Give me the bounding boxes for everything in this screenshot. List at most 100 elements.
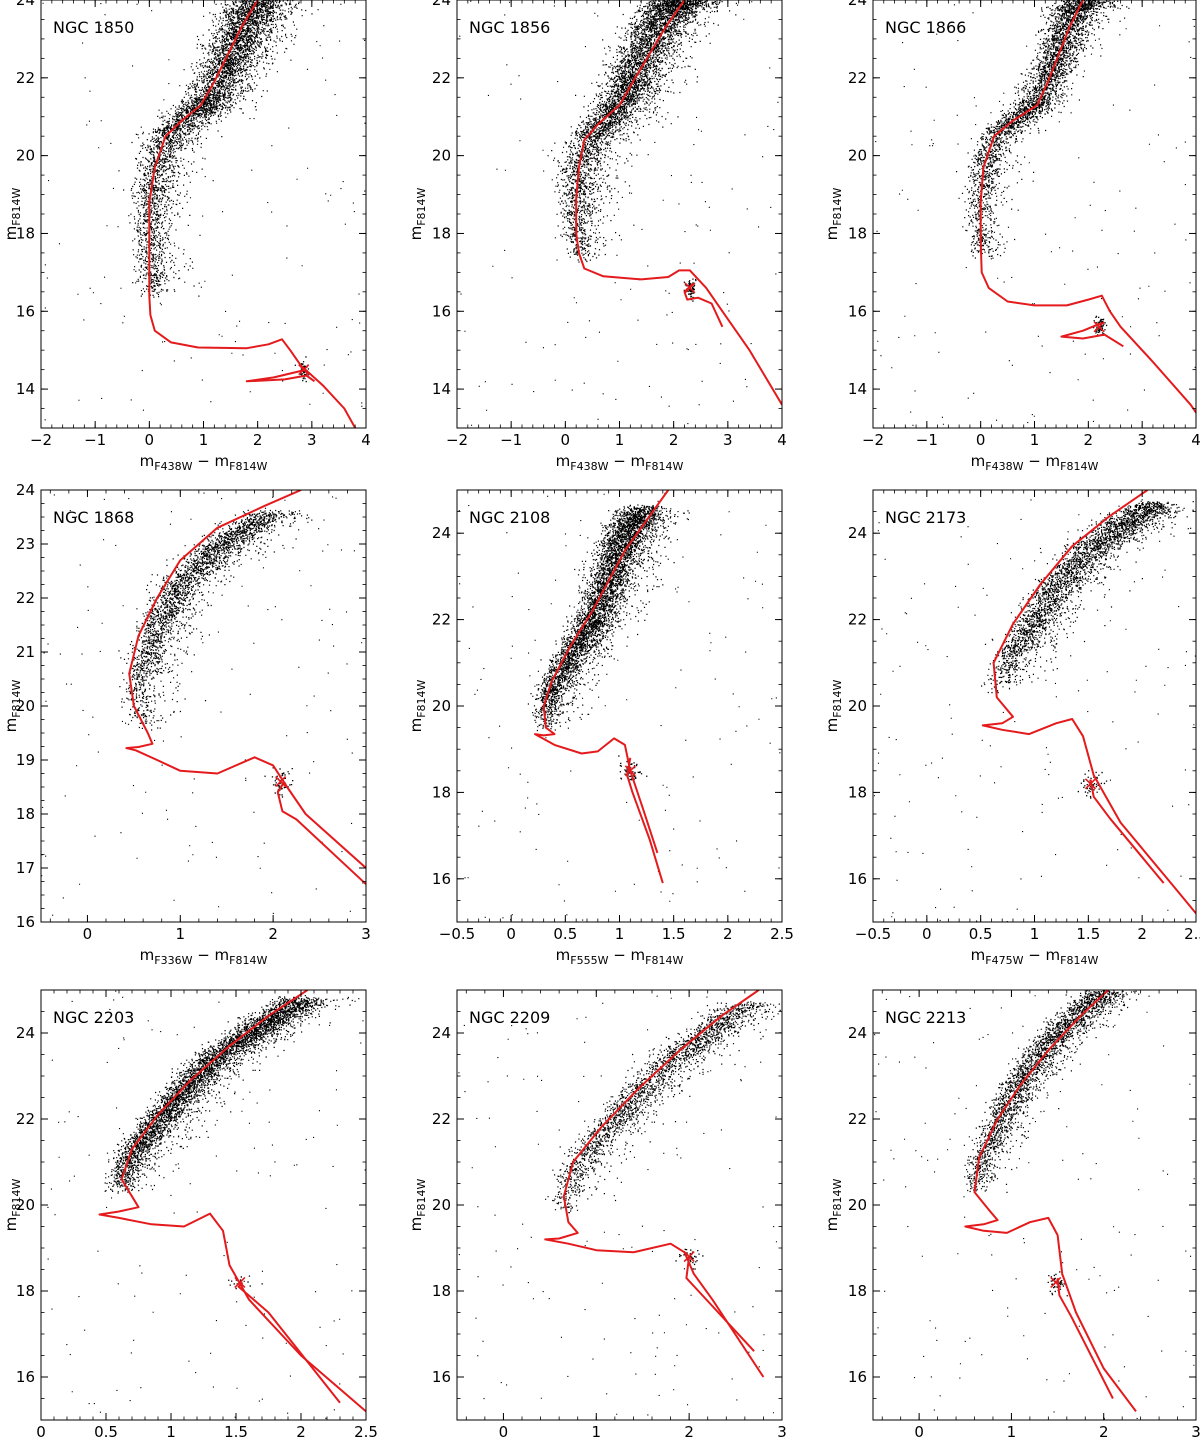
- y-tick-label: 19: [16, 751, 35, 769]
- y-tick-label: 24: [432, 1024, 451, 1042]
- isochrone-branch-line: [245, 368, 316, 383]
- y-tick-label: 20: [432, 147, 451, 165]
- panel-title: NGC 2203: [53, 1008, 134, 1027]
- y-tick-label: 24: [16, 481, 35, 499]
- x-tick-label: 1.5: [662, 925, 686, 943]
- isochrone-line: [125, 490, 366, 869]
- cmd-panel: −0.5 0 0.5 1 1.5 2 2.5 16 18 20 22 24 NGC 2173 mF475W…: [823, 489, 1200, 967]
- isochrone-branch-line: [1056, 1277, 1114, 1399]
- y-tick-label: 20: [848, 697, 867, 715]
- y-tick-label: 21: [16, 643, 35, 661]
- y-tick-label: 16: [848, 302, 867, 320]
- panel-title: NGC 2209: [469, 1008, 550, 1027]
- panel-title: NGC 1850: [53, 18, 134, 37]
- y-tick-label: 16: [848, 1368, 867, 1386]
- x-tick-label: 2: [253, 431, 263, 449]
- cmd-panel: 0 0.5 1 1.5 2 2.5 16 18 20 22 24 NGC 2203 mF475W − m…: [2, 989, 378, 1448]
- isochrone-branch-line: [1060, 321, 1124, 348]
- cmd-panel: −2 −1 0 1 2 3 4 14 16 18 20 22 24 NGC 1856 mF438W − mF…: [407, 0, 787, 473]
- x-tick-label: 3: [1191, 1423, 1200, 1441]
- star-points: [42, 0, 366, 421]
- x-tick-label: −1: [916, 431, 938, 449]
- y-tick-label: 18: [16, 805, 35, 823]
- star-points: [459, 0, 782, 428]
- plot-frame: [456, 989, 783, 1421]
- x-tick-label: 4: [361, 431, 371, 449]
- x-axis-label: mF336W − mF814W: [140, 946, 268, 967]
- clump-marker: [1050, 1276, 1062, 1288]
- clump-marker: [1093, 321, 1105, 333]
- x-axis-label: mF438W − mF814W: [556, 1444, 684, 1448]
- y-axis-label: mF814W: [823, 1178, 844, 1231]
- x-tick-label: 4: [1191, 431, 1200, 449]
- clump-marker: [234, 1276, 246, 1288]
- x-tick-label: 0: [145, 431, 155, 449]
- x-tick-label: 0: [36, 1423, 46, 1441]
- x-tick-label: 0: [499, 1423, 509, 1441]
- y-tick-label: 14: [848, 380, 867, 398]
- cmd-panel: 0 1 2 3 16 18 20 22 24 NGC 2209 mF438W − mF814W mF8…: [407, 989, 787, 1448]
- plot-frame: [872, 489, 1197, 923]
- y-axis-label: mF814W: [2, 187, 23, 240]
- x-tick-label: 3: [307, 431, 317, 449]
- x-tick-label: 0: [976, 431, 986, 449]
- x-tick-label: 1: [199, 431, 209, 449]
- x-tick-label: 0: [922, 925, 932, 943]
- clump-marker: [684, 282, 696, 294]
- x-tick-label: 0: [561, 431, 571, 449]
- y-tick-label: 23: [16, 535, 35, 553]
- y-tick-label: 17: [16, 859, 35, 877]
- clump-marker: [624, 765, 636, 777]
- y-tick-label: 24: [16, 1024, 35, 1042]
- y-axis-label: mF814W: [2, 1178, 23, 1231]
- x-tick-label: −1: [500, 431, 522, 449]
- x-tick-label: 2.5: [770, 925, 794, 943]
- panel-title: NGC 2108: [469, 508, 550, 527]
- y-tick-label: 14: [16, 380, 35, 398]
- x-tick-label: 0: [914, 1423, 924, 1441]
- plot-frame: [40, 0, 367, 429]
- y-tick-label: 18: [16, 224, 35, 242]
- star-points: [457, 492, 782, 921]
- x-tick-label: 1: [166, 1423, 176, 1441]
- clump-marker: [275, 776, 287, 788]
- y-tick-label: 20: [16, 1196, 35, 1214]
- y-tick-label: 22: [432, 1110, 451, 1128]
- x-axis-label: mF475W − mF814W: [971, 1444, 1099, 1448]
- clump-marker: [298, 364, 310, 376]
- x-tick-label: −0.5: [439, 925, 475, 943]
- isochrone-branch-line: [237, 1281, 341, 1404]
- y-tick-label: 18: [848, 783, 867, 801]
- star-points: [458, 995, 782, 1416]
- y-tick-label: 16: [16, 302, 35, 320]
- star-points: [41, 492, 364, 916]
- panel-title: NGC 2213: [885, 1008, 966, 1027]
- x-tick-label: 0.5: [94, 1423, 118, 1441]
- y-tick-label: 20: [848, 1196, 867, 1214]
- x-tick-label: 1: [1030, 431, 1040, 449]
- y-tick-label: 24: [432, 0, 451, 9]
- panel-title: NGC 1856: [469, 18, 550, 37]
- x-axis-label: mF555W − mF814W: [556, 946, 684, 967]
- clump-marker: [1084, 778, 1097, 790]
- isochrone-line: [534, 490, 670, 854]
- y-tick-label: 20: [432, 697, 451, 715]
- x-tick-label: 0.5: [553, 925, 577, 943]
- isochrone-line: [544, 990, 765, 1378]
- y-tick-label: 16: [432, 302, 451, 320]
- x-tick-label: 2: [669, 431, 679, 449]
- y-tick-label: 22: [848, 1110, 867, 1128]
- x-axis-label: mF438W − mF814W: [556, 452, 684, 473]
- y-tick-label: 24: [432, 524, 451, 542]
- y-tick-label: 24: [848, 0, 867, 9]
- y-tick-label: 20: [16, 147, 35, 165]
- x-tick-label: 2: [723, 925, 733, 943]
- x-tick-label: 2.5: [354, 1423, 378, 1441]
- x-tick-label: 1: [1007, 1423, 1017, 1441]
- x-tick-label: 0: [83, 925, 93, 943]
- x-axis-label: mF438W − mF814W: [140, 452, 268, 473]
- panel-title: NGC 1866: [885, 18, 966, 37]
- y-tick-label: 16: [848, 870, 867, 888]
- isochrone-branch-line: [1089, 779, 1165, 884]
